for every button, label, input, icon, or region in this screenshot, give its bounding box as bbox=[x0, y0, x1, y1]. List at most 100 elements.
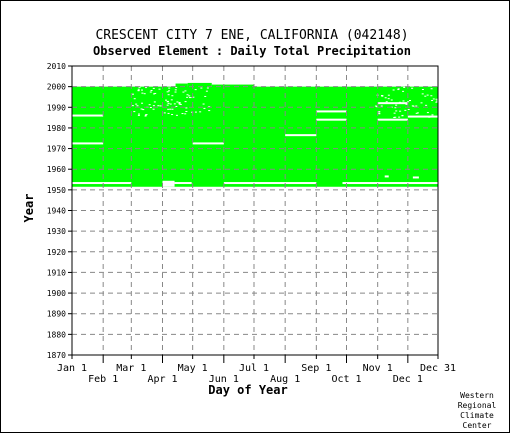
missing-speck-late-53 bbox=[407, 101, 410, 103]
missing-speck-late-36 bbox=[430, 88, 433, 90]
missing-speck-late-44 bbox=[432, 98, 435, 100]
missing-speck-late-11 bbox=[393, 116, 396, 118]
missing-data-gap-2 bbox=[223, 182, 317, 185]
missing-speck-51 bbox=[203, 107, 206, 109]
missing-speck-late-21 bbox=[378, 112, 381, 114]
y-tick-label-1900: 1900 bbox=[47, 289, 66, 298]
missing-speck-62 bbox=[136, 105, 139, 107]
missing-speck-38 bbox=[205, 90, 208, 92]
missing-speck-75 bbox=[137, 113, 140, 115]
missing-speck-late-41 bbox=[411, 87, 414, 89]
y-tick-label-1910: 1910 bbox=[47, 268, 66, 277]
y-tick-label-1980: 1980 bbox=[47, 124, 66, 133]
missing-speck-16 bbox=[145, 87, 148, 89]
missing-speck-35 bbox=[191, 111, 194, 113]
y-tick-label-1920: 1920 bbox=[47, 248, 66, 257]
missing-speck-11 bbox=[206, 87, 209, 89]
wrcc-credit: Western Regional Climate Center bbox=[458, 391, 497, 430]
missing-speck-late-18 bbox=[426, 112, 429, 114]
y-tick-label-1890: 1890 bbox=[47, 310, 66, 319]
missing-speck-19 bbox=[143, 93, 146, 95]
y-tick-label-1990: 1990 bbox=[47, 103, 66, 112]
x-tick-label-oct-1: Oct 1 bbox=[331, 374, 361, 385]
missing-speck-late-24 bbox=[394, 116, 397, 118]
missing-speck-late-46 bbox=[390, 99, 393, 101]
missing-speck-late-28 bbox=[399, 110, 402, 112]
credit-line-2: Regional bbox=[458, 401, 497, 410]
missing-speck-late-16 bbox=[392, 89, 395, 91]
missing-speck-17 bbox=[167, 108, 170, 110]
missing-data-gap-14 bbox=[412, 176, 419, 179]
missing-speck-late-7 bbox=[403, 86, 406, 88]
missing-speck-56 bbox=[144, 114, 147, 116]
data-coverage-layer bbox=[72, 82, 439, 187]
missing-speck-48 bbox=[168, 90, 171, 92]
missing-speck-37 bbox=[200, 87, 203, 89]
missing-data-gap-4 bbox=[72, 114, 104, 117]
missing-speck-34 bbox=[152, 108, 155, 110]
missing-speck-70 bbox=[167, 94, 170, 96]
missing-speck-late-29 bbox=[398, 116, 401, 118]
missing-speck-53 bbox=[188, 95, 191, 97]
missing-data-gap-11 bbox=[377, 102, 408, 105]
missing-speck-83 bbox=[204, 95, 207, 97]
missing-speck-65 bbox=[144, 115, 147, 117]
missing-speck-79 bbox=[174, 89, 177, 91]
x-tick-label-feb-1: Feb 1 bbox=[88, 374, 118, 385]
missing-speck-late-12 bbox=[435, 101, 438, 103]
missing-speck-late-51 bbox=[380, 105, 383, 107]
missing-speck-69 bbox=[132, 93, 135, 95]
missing-speck-71 bbox=[158, 88, 161, 90]
y-axis-label: Year bbox=[22, 194, 36, 223]
missing-speck-49 bbox=[178, 101, 181, 103]
y-tick-label-1880: 1880 bbox=[47, 330, 66, 339]
missing-speck-30 bbox=[208, 106, 211, 108]
missing-speck-59 bbox=[199, 111, 202, 113]
x-tick-label-jul-1: Jul 1 bbox=[239, 363, 269, 374]
y-tick-label-1950: 1950 bbox=[47, 186, 66, 195]
missing-speck-late-37 bbox=[397, 88, 400, 90]
missing-data-gap-7 bbox=[285, 134, 317, 137]
missing-speck-23 bbox=[169, 108, 172, 110]
missing-speck-32 bbox=[166, 91, 169, 93]
missing-speck-12 bbox=[141, 102, 144, 104]
missing-speck-late-49 bbox=[394, 107, 397, 109]
missing-speck-late-8 bbox=[415, 112, 418, 114]
missing-data-gap-3 bbox=[342, 182, 438, 185]
missing-speck-9 bbox=[176, 101, 179, 103]
missing-speck-late-23 bbox=[398, 101, 401, 103]
missing-data-gap-12 bbox=[407, 115, 438, 118]
missing-speck-74 bbox=[137, 90, 140, 92]
missing-speck-late-1 bbox=[436, 100, 439, 102]
missing-speck-late-14 bbox=[384, 97, 387, 99]
missing-speck-82 bbox=[184, 101, 187, 103]
missing-speck-55 bbox=[149, 91, 152, 93]
missing-speck-63 bbox=[149, 106, 152, 108]
missing-data-gap-6 bbox=[192, 142, 224, 145]
missing-speck-late-10 bbox=[385, 101, 388, 103]
axes bbox=[68, 65, 439, 363]
y-tick-label-2010: 2010 bbox=[47, 62, 66, 71]
chart-subtitle: Observed Element : Daily Total Precipita… bbox=[93, 44, 411, 58]
missing-speck-67 bbox=[163, 112, 166, 114]
missing-speck-late-58 bbox=[402, 90, 405, 92]
x-tick-label-jun-1: Jun 1 bbox=[209, 374, 239, 385]
missing-speck-late-13 bbox=[374, 105, 377, 107]
missing-speck-late-52 bbox=[426, 94, 429, 96]
missing-speck-late-55 bbox=[378, 113, 381, 115]
x-axis-label: Day of Year bbox=[208, 383, 287, 397]
missing-speck-45 bbox=[131, 105, 134, 107]
missing-speck-33 bbox=[167, 102, 170, 104]
y-tick-label-1870: 1870 bbox=[47, 351, 66, 360]
missing-speck-late-19 bbox=[395, 104, 398, 106]
missing-speck-18 bbox=[175, 105, 178, 107]
missing-speck-41 bbox=[157, 105, 160, 107]
missing-speck-80 bbox=[173, 103, 176, 105]
missing-speck-late-59 bbox=[401, 114, 404, 116]
missing-data-gap-0 bbox=[72, 182, 132, 185]
missing-speck-52 bbox=[133, 111, 136, 113]
data-extension-1 bbox=[187, 82, 212, 88]
missing-speck-57 bbox=[137, 114, 140, 116]
x-tick-label-nov-1: Nov 1 bbox=[363, 363, 393, 374]
